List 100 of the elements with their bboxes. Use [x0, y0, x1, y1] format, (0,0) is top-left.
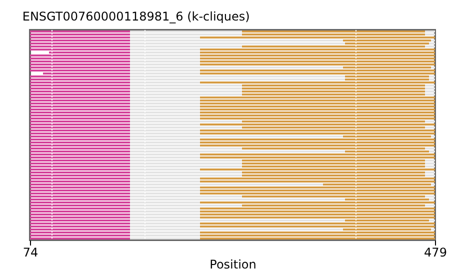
- bar: [431, 39, 435, 42]
- bar: [30, 141, 130, 144]
- bar: [130, 171, 242, 174]
- bar: [200, 51, 435, 54]
- bar: [429, 198, 435, 201]
- bar: [30, 165, 130, 168]
- bar: [30, 63, 130, 66]
- bar: [30, 129, 130, 132]
- bar: [200, 96, 435, 99]
- bar: [130, 42, 345, 45]
- bar: [200, 108, 435, 111]
- bar: [429, 75, 435, 78]
- bar: [130, 183, 323, 186]
- bar: [200, 81, 435, 84]
- bar: [130, 78, 345, 81]
- bar: [425, 84, 435, 87]
- bar: [30, 234, 130, 237]
- bar: [30, 33, 130, 36]
- bar: [30, 114, 130, 117]
- x-tick-label: 479: [424, 246, 447, 260]
- bar: [242, 90, 425, 93]
- bar: [130, 135, 343, 138]
- bar: [425, 195, 435, 198]
- bar: [30, 150, 130, 153]
- bar: [242, 87, 425, 90]
- bar: [130, 174, 242, 177]
- bar: [200, 225, 435, 228]
- bar: [130, 204, 242, 207]
- bar: [30, 174, 130, 177]
- bar: [200, 129, 435, 132]
- bar: [30, 144, 130, 147]
- bar: [431, 228, 435, 231]
- bar: [200, 36, 435, 39]
- bar: [429, 150, 435, 153]
- bar: [30, 162, 130, 165]
- bar: [200, 60, 435, 63]
- bar: [30, 102, 130, 105]
- bar: [30, 219, 130, 222]
- bar: [200, 144, 435, 147]
- bar: [425, 147, 435, 150]
- bar: [200, 186, 435, 189]
- bar: [30, 216, 130, 219]
- bar: [30, 228, 130, 231]
- x-tick-label: 74: [22, 246, 38, 260]
- bar: [30, 192, 130, 195]
- bar: [30, 189, 130, 192]
- bar: [30, 201, 130, 204]
- bar: [30, 84, 130, 87]
- bar: [425, 93, 435, 96]
- bar: [200, 153, 435, 156]
- bar: [130, 126, 242, 129]
- bar: [30, 198, 130, 201]
- bar: [30, 30, 130, 33]
- bar: [130, 120, 242, 123]
- bar: [200, 57, 435, 60]
- bar: [242, 30, 425, 33]
- bar: [242, 162, 425, 165]
- bar: [425, 45, 435, 48]
- bar: [30, 186, 130, 189]
- chart-title: ENSGT00760000118981_6 (k-cliques): [22, 10, 250, 24]
- bar: [425, 171, 435, 174]
- bar: [30, 78, 130, 81]
- bar: [30, 90, 130, 93]
- bar: [130, 33, 242, 36]
- bar: [200, 123, 435, 126]
- bar: [200, 48, 435, 51]
- bar: [200, 180, 435, 183]
- bar: [200, 132, 435, 135]
- bar: [30, 171, 130, 174]
- bar: [30, 153, 130, 156]
- bar: [30, 207, 130, 210]
- bar: [200, 138, 435, 141]
- bar: [429, 42, 435, 45]
- bar: [200, 111, 435, 114]
- bar: [30, 105, 130, 108]
- bar: [130, 30, 242, 33]
- bar: [30, 60, 130, 63]
- bar: [130, 198, 345, 201]
- bar: [200, 168, 435, 171]
- bar: [30, 117, 130, 120]
- bar: [30, 69, 130, 72]
- x-axis-title: Position: [210, 258, 256, 272]
- bar: [200, 99, 435, 102]
- bar: [425, 126, 435, 129]
- bar: [30, 126, 130, 129]
- bar: [30, 138, 130, 141]
- bar: [30, 111, 130, 114]
- bar: [200, 222, 435, 225]
- bar: [200, 231, 435, 234]
- bar: [30, 147, 130, 150]
- bar: [30, 96, 130, 99]
- bar: [425, 33, 435, 36]
- bar: [130, 39, 343, 42]
- bar: [30, 99, 130, 102]
- bar: [425, 174, 435, 177]
- bar: [30, 93, 130, 96]
- bar: [200, 192, 435, 195]
- bar: [30, 222, 130, 225]
- bar: [130, 159, 242, 162]
- bar: [200, 114, 435, 117]
